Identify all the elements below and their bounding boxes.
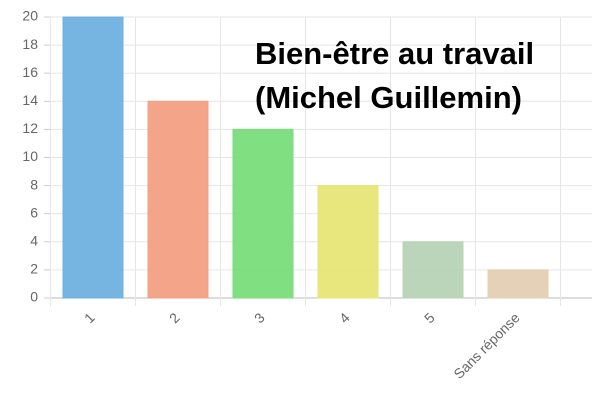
y-tick-label: 2 [30, 261, 38, 277]
x-tick-label: 2 [166, 309, 183, 326]
x-tick-label: 5 [421, 309, 438, 326]
bar [402, 241, 464, 299]
x-tick-label: 3 [251, 309, 268, 326]
y-tick-label: 14 [22, 92, 38, 108]
bar [317, 185, 379, 299]
y-tick-label: 12 [22, 120, 38, 136]
y-tick-label: 16 [22, 64, 38, 80]
y-tick-label: 10 [22, 148, 38, 164]
y-tick-label: 18 [22, 36, 38, 52]
x-tick-label: Sans réponse [450, 309, 523, 382]
chart-title: Bien-être au travail (Michel Guillemin) [255, 36, 535, 115]
bar [147, 100, 209, 299]
y-tick-label: 0 [30, 289, 38, 305]
bar [487, 269, 549, 299]
x-tick-label: 4 [336, 309, 353, 326]
x-tick-label: 1 [81, 309, 98, 326]
y-tick-label: 8 [30, 176, 38, 192]
y-tick-label: 20 [22, 8, 38, 24]
bar [232, 128, 294, 299]
y-tick-label: 6 [30, 204, 38, 220]
bar [62, 16, 124, 299]
y-tick-label: 4 [30, 233, 38, 249]
